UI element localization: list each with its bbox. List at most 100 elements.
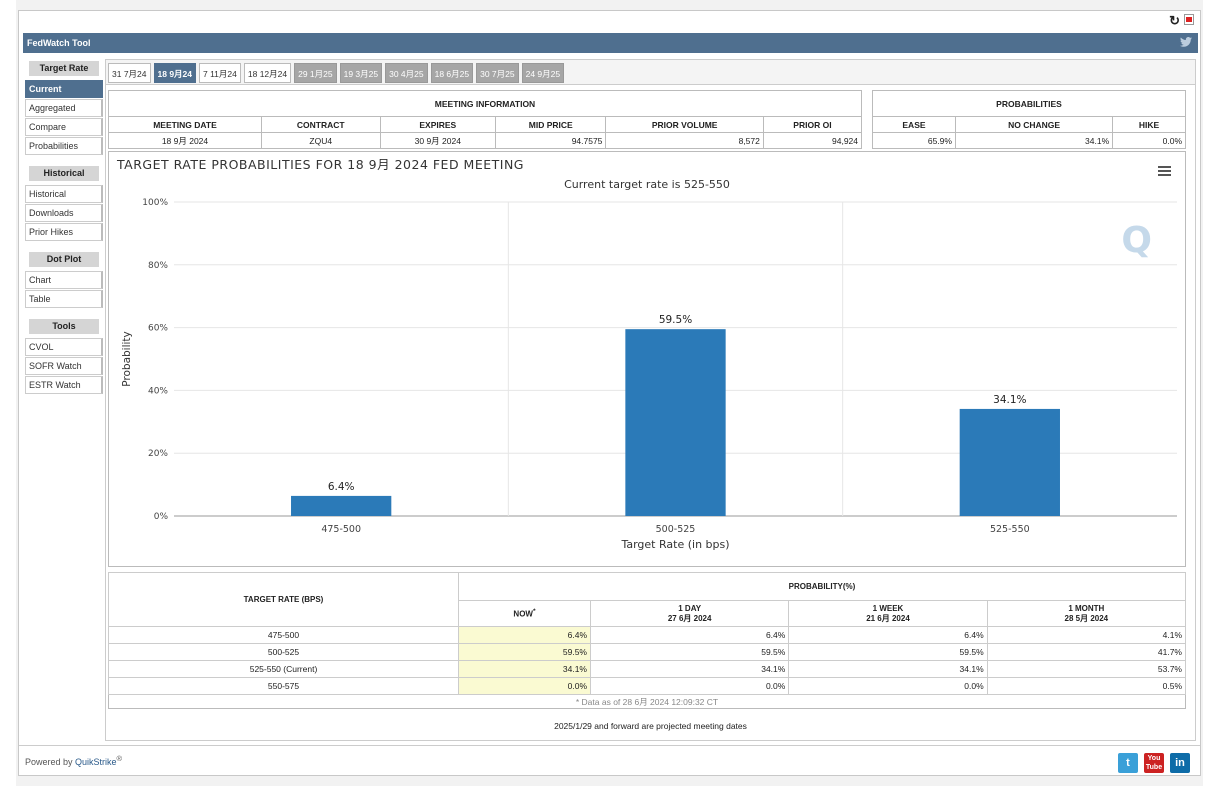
y-tick-label: 40% [148,386,168,396]
powered-by-label: Powered by [25,757,76,767]
x-tick-label: 475-500 [321,524,361,535]
now-cell: 0.0% [458,677,591,695]
y-tick-label: 20% [148,449,168,459]
sidebar-item-compare[interactable]: Compare [25,118,103,136]
y-axis-label: Probability [121,331,133,387]
day-cell: 6.4% [589,626,790,644]
meeting-tab[interactable]: 29 1月25 [294,63,337,83]
probability-history-table: TARGET RATE (BPS) PROBABILITY(%) NOW* 1 D… [108,572,1187,709]
meeting-tab[interactable]: 7 11月24 [199,63,241,83]
data-timestamp-note: * Data as of 28 6月 2024 12:09:32 CT [575,696,719,707]
table-row: 475-500 6.4% 6.4% 6.4% 4.1% [108,626,1187,644]
meeting-info-value: 18 9月 2024 [108,132,262,149]
probabilities-header: HIKE [1112,116,1186,133]
period-header: 1 DAY 27 6月 2024 [589,600,790,627]
month-cell: 0.5% [986,677,1187,695]
period-label: 1 DAY [678,603,702,613]
bar-data-label: 59.5% [659,314,692,326]
probability-group-header: PROBABILITY(%) [458,572,1186,601]
sidebar-group-header: Tools [29,319,99,334]
bar[interactable] [959,408,1060,516]
linkedin-icon[interactable]: in [1170,753,1190,773]
x-tick-label: 500-525 [656,524,696,535]
now-cell: 59.5% [458,643,591,661]
now-mark: * [532,608,536,616]
day-cell: 59.5% [589,643,790,661]
main-content: 31 7月24 18 9月24 7 11月24 18 12月24 29 1月25 19 3… [105,59,1196,741]
y-tick-label: 100% [142,198,168,208]
rate-cell: 550-575 [108,677,459,695]
sidebar-item-table[interactable]: Table [25,290,103,308]
meeting-info-title: MEETING INFORMATION [108,90,862,117]
meeting-tab[interactable]: 18 9月24 [153,63,196,83]
meeting-tab[interactable]: 18 6月25 [430,63,474,83]
sidebar-item-sofr-watch[interactable]: SOFR Watch [25,357,103,375]
month-cell: 53.7% [986,660,1187,678]
probabilities-value: 34.1% [954,132,1114,149]
meeting-tab[interactable]: 30 4月25 [385,63,428,83]
meeting-tab[interactable]: 18 12月24 [243,63,292,83]
sidebar-item-probabilities[interactable]: Probabilities [25,137,103,155]
meeting-info-value: 30 9月 2024 [379,132,497,149]
meeting-info-header: MEETING DATE [108,116,262,133]
meeting-info-value: 8,572 [605,132,764,149]
sidebar-item-cvol[interactable]: CVOL [25,338,103,356]
bar[interactable] [291,495,392,516]
bar-data-label: 34.1% [993,394,1026,406]
youtube-icon[interactable]: You Tube [1144,753,1164,773]
meeting-tab[interactable]: 24 9月25 [521,63,565,83]
meeting-info-header: CONTRACT [260,116,381,133]
target-rate-header: TARGET RATE (BPS) [108,572,459,627]
x-axis-label: Target Rate (in bps) [620,538,729,551]
rate-cell: 525-550 (Current) [108,660,459,678]
now-header: NOW* [458,600,591,627]
top-toolbar: ↻ [19,11,1200,31]
table-row: 525-550 (Current) 34.1% 34.1% 34.1% 53.7% [108,660,1187,678]
sidebar-gap [25,156,103,166]
bar[interactable] [625,329,726,516]
projected-dates-note: 2025/1/29 and forward are projected meet… [554,721,747,731]
meeting-tab[interactable]: 30 7月25 [476,63,519,83]
pdf-icon[interactable] [1184,14,1194,25]
sidebar-item-prior-hikes[interactable]: Prior Hikes [25,223,103,241]
sidebar-group-header: Dot Plot [29,252,99,267]
week-cell: 59.5% [788,643,988,661]
meeting-info-value: 94,924 [762,132,863,149]
week-cell: 34.1% [788,660,988,678]
meeting-tab[interactable]: 19 3月25 [339,63,383,83]
y-tick-label: 60% [148,324,168,334]
sidebar-item-chart[interactable]: Chart [25,271,103,289]
meeting-info-value: ZQU4 [260,132,381,149]
quikstrike-link[interactable]: QuikStrike [75,757,117,767]
refresh-icon[interactable]: ↻ [1169,13,1180,28]
chart-title: TARGET RATE PROBABILITIES FOR 18 9月 2024… [116,157,524,172]
period-date: 27 6月 2024 [667,613,712,623]
sidebar-item-aggregated[interactable]: Aggregated [25,99,103,117]
twitter-icon[interactable] [1180,37,1192,47]
sidebar-gap [25,242,103,252]
meeting-info-value: 94.7575 [495,132,607,149]
day-cell: 34.1% [589,660,790,678]
chart-svg: TARGET RATE PROBABILITIES FOR 18 9月 2024… [116,157,1177,551]
sidebar-item-estr-watch[interactable]: ESTR Watch [25,376,103,394]
day-cell: 0.0% [589,677,790,695]
sidebar-group-header: Target Rate [29,61,99,76]
bar-data-label: 6.4% [328,481,355,493]
week-cell: 6.4% [788,626,988,644]
probabilities-table: PROBABILITIES EASE NO CHANGE HIKE 65.9% 34.… [872,90,1186,149]
hamburger-icon[interactable] [1158,166,1171,176]
sidebar-item-historical[interactable]: Historical [25,185,103,203]
meeting-tab[interactable]: 31 7月24 [108,63,151,83]
twitter-icon[interactable]: t [1118,753,1138,773]
period-header: 1 WEEK 21 6月 2024 [788,600,988,627]
month-cell: 41.7% [986,643,1187,661]
sidebar-nav: Target Rate Current Aggregated Compare Proba… [25,61,103,395]
sidebar-item-current[interactable]: Current [25,80,103,98]
meeting-info-header: EXPIRES [379,116,497,133]
meeting-info-header: PRIOR VOLUME [605,116,764,133]
probabilities-value: 65.9% [872,132,956,149]
sidebar-gap [25,309,103,319]
sidebar-item-downloads[interactable]: Downloads [25,204,103,222]
rate-cell: 475-500 [108,626,459,644]
period-label: 1 MONTH [1068,603,1105,613]
